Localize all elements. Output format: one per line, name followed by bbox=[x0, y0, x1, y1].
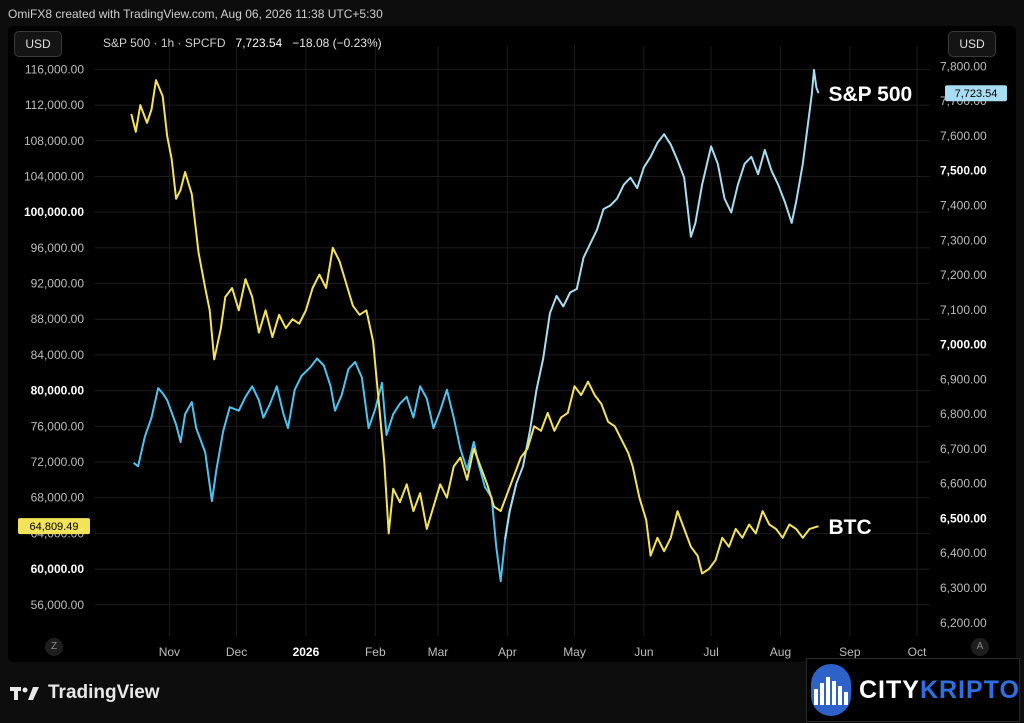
x-axis-tick-label: Oct bbox=[908, 645, 927, 659]
symbol-name[interactable]: S&P 500 · 1h · SPCFD bbox=[103, 36, 226, 50]
btc-last-badge bbox=[18, 518, 90, 535]
right-currency-button[interactable]: USD bbox=[948, 31, 996, 57]
x-axis-tick-label: Mar bbox=[428, 645, 449, 659]
x-axis-tick-label: Apr bbox=[498, 645, 517, 659]
citykripto-wordmark: CITYKRIPTO bbox=[859, 676, 1020, 705]
left-axis-tick-label: 112,000.00 bbox=[25, 98, 84, 112]
right-axis-tick-label: 7,500.00 bbox=[940, 164, 987, 178]
x-axis-tick-label: Sep bbox=[839, 645, 861, 659]
right-axis-tick-label: 7,100.00 bbox=[940, 303, 987, 317]
right-axis-tick-label: 6,300.00 bbox=[940, 581, 987, 595]
x-axis-tick-label: Nov bbox=[159, 645, 180, 659]
left-axis-tick-label: 108,000.00 bbox=[24, 134, 84, 148]
right-axis-tick-label: 6,600.00 bbox=[940, 477, 987, 491]
chart-credit: OmiFX8 created with TradingView.com, Aug… bbox=[8, 7, 383, 21]
left-axis-tick-label: 116,000.00 bbox=[25, 62, 84, 76]
x-axis-tick-label: Jul bbox=[703, 645, 718, 659]
tradingview-wordmark: TradingView bbox=[48, 682, 160, 703]
city-skyline-icon bbox=[811, 664, 851, 716]
x-axis-tick-label: May bbox=[563, 645, 586, 659]
x-axis-tick-label: Aug bbox=[770, 645, 791, 659]
tradingview-icon bbox=[10, 687, 39, 700]
left-axis-tick-label: 96,000.00 bbox=[31, 241, 85, 255]
left-axis-tick-label: 56,000.00 bbox=[31, 598, 85, 612]
sp500-last-value: 7,723.54 bbox=[955, 88, 998, 100]
last-price: 7,723.54 bbox=[235, 36, 283, 50]
left-axis-tick-label: 76,000.00 bbox=[31, 419, 85, 433]
right-axis-tick-label: 7,800.00 bbox=[940, 59, 987, 73]
sp500-line-late bbox=[504, 68, 820, 540]
symbol-legend: S&P 500 · 1h · SPCFD 7,723.54 −18.08 (−0… bbox=[103, 36, 382, 50]
chart-frame: USD USD S&P 500 · 1h · SPCFD 7,723.54 −1… bbox=[8, 26, 1016, 662]
right-axis-tick-label: 7,000.00 bbox=[940, 338, 987, 352]
left-axis-tick-label: 92,000.00 bbox=[31, 277, 85, 291]
citykripto-badge: CITYKRIPTO bbox=[806, 658, 1020, 722]
right-axis-tick-label: 7,300.00 bbox=[940, 233, 987, 247]
citykripto-word-kripto: KRIPTO bbox=[919, 675, 1020, 704]
right-axis-tick-label: 6,200.00 bbox=[940, 616, 987, 630]
right-axis-tick-label: 6,800.00 bbox=[940, 407, 987, 421]
left-axis-tick-label: 84,000.00 bbox=[31, 348, 85, 362]
sp500-series-label: S&P 500 bbox=[829, 83, 913, 106]
left-axis-tick-label: 72,000.00 bbox=[31, 455, 85, 469]
left-axis-tick-label: 68,000.00 bbox=[31, 491, 85, 505]
comparison-chart[interactable]: 116,000.00 112,000.00 108,000.00 104,000.00… bbox=[8, 26, 1016, 662]
left-currency-button[interactable]: USD bbox=[14, 31, 62, 57]
left-axis-tick-label: 80,000.00 bbox=[31, 384, 85, 398]
x-axis-tick-label: 2026 bbox=[293, 645, 320, 659]
left-axis-tick-label: 88,000.00 bbox=[31, 312, 85, 326]
price-change: −18.08 (−0.23%) bbox=[292, 36, 382, 50]
sp500-last-badge bbox=[945, 85, 1007, 102]
x-axis-tick-label: Jun bbox=[634, 645, 653, 659]
right-axis-tick-label: 6,400.00 bbox=[940, 546, 987, 560]
right-axis-tick-label: 7,400.00 bbox=[940, 199, 987, 213]
x-axis-tick-label: Dec bbox=[226, 645, 247, 659]
left-axis-tick-label: 104,000.00 bbox=[24, 169, 84, 183]
zoom-button[interactable]: Z bbox=[45, 638, 63, 656]
right-axis-tick-label: 7,600.00 bbox=[940, 129, 987, 143]
right-axis-tick-label: 6,500.00 bbox=[940, 511, 987, 525]
btc-last-value: 64,809.49 bbox=[30, 521, 79, 533]
btc-line bbox=[130, 79, 819, 575]
left-axis-tick-label: 100,000.00 bbox=[24, 205, 84, 219]
right-axis-tick-label: 6,900.00 bbox=[940, 372, 987, 386]
auto-scale-button[interactable]: A bbox=[971, 638, 989, 656]
right-axis-tick-label: 7,200.00 bbox=[940, 268, 987, 282]
tradingview-logo: TradingView bbox=[10, 682, 160, 704]
citykripto-word-city: CITY bbox=[859, 675, 920, 704]
sp500-line-early bbox=[132, 357, 518, 583]
right-axis-tick-label: 6,700.00 bbox=[940, 442, 987, 456]
left-axis-tick-label: 60,000.00 bbox=[31, 562, 85, 576]
btc-series-label: BTC bbox=[829, 516, 872, 539]
x-axis-tick-label: Feb bbox=[365, 645, 386, 659]
